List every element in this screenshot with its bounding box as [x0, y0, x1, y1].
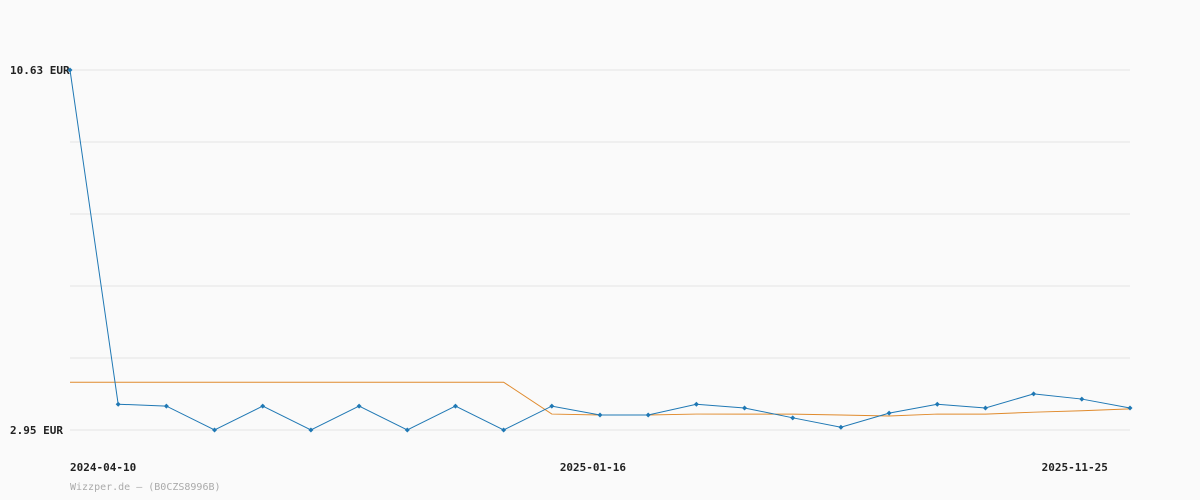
point-marker [115, 401, 121, 407]
x-tick-label: 2025-11-25 [1042, 461, 1108, 474]
point-marker [1031, 391, 1037, 397]
point-marker [838, 424, 844, 430]
point-marker [549, 403, 555, 409]
series-line [69, 69, 1131, 431]
point-marker [1127, 405, 1133, 411]
footer: Wizzper.de – (B0CZS8996B) [70, 482, 221, 493]
point-marker [404, 427, 410, 433]
y-tick-label: 10.63 EUR [10, 64, 70, 77]
x-tick-label: 2024-04-10 [70, 461, 136, 474]
point-marker [886, 410, 892, 416]
point-marker [597, 412, 603, 418]
point-marker [501, 427, 507, 433]
point-marker [356, 403, 362, 409]
point-marker [790, 415, 796, 421]
point-marker [645, 412, 651, 418]
point-marker [742, 405, 748, 411]
point-marker [260, 403, 266, 409]
y-tick-label: 2.95 EUR [10, 424, 63, 437]
point-marker [934, 401, 940, 407]
x-tick-label: 2025-01-16 [560, 461, 627, 474]
point-marker [452, 403, 458, 409]
point-marker [163, 403, 169, 409]
point-marker [308, 427, 314, 433]
point-marker [212, 427, 218, 433]
series-line [70, 381, 1131, 417]
point-marker [693, 401, 699, 407]
point-marker [982, 405, 988, 411]
point-marker [1079, 396, 1085, 402]
point-marker [67, 67, 73, 73]
